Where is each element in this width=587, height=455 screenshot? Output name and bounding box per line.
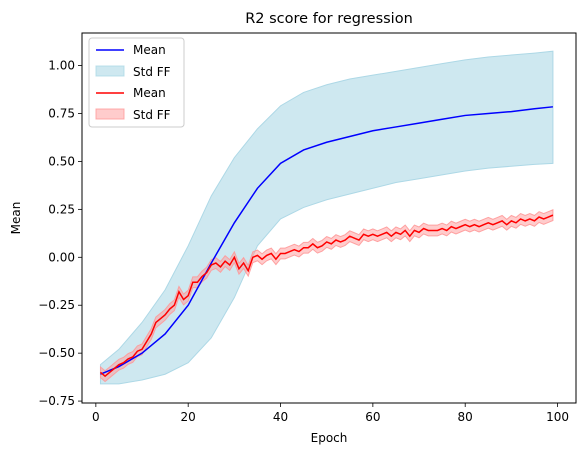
y-tick-label: −0.50 xyxy=(38,346,75,360)
y-tick-label: −0.75 xyxy=(38,394,75,408)
chart-title: R2 score for regression xyxy=(245,11,413,27)
x-axis: 0 20 40 60 80 100 xyxy=(92,403,569,424)
series-red-mean-line xyxy=(99,214,554,378)
legend-label-red-std: Std FF xyxy=(133,108,171,122)
x-tick-label: 100 xyxy=(546,410,569,424)
legend: Mean Std FF Mean Std FF xyxy=(88,37,185,128)
y-tick-label: 1.00 xyxy=(48,59,75,73)
y-tick-label: −0.25 xyxy=(38,298,75,312)
y-axis-title: Mean xyxy=(9,202,23,235)
legend-swatch-blue-band xyxy=(95,65,125,77)
x-axis-title: Epoch xyxy=(311,431,348,445)
plot-area xyxy=(99,50,554,385)
x-tick-label: 40 xyxy=(273,410,288,424)
y-tick-label: 0.50 xyxy=(48,154,75,168)
legend-label-blue-std: Std FF xyxy=(133,65,171,79)
x-tick-label: 0 xyxy=(92,410,100,424)
y-tick-label: 0.75 xyxy=(48,107,75,121)
series-red-std-band xyxy=(99,209,554,383)
legend-label-blue-mean: Mean xyxy=(133,43,166,57)
legend-label-red-mean: Mean xyxy=(133,86,166,100)
x-tick-label: 60 xyxy=(365,410,380,424)
plot-frame xyxy=(81,32,577,404)
x-tick-label: 20 xyxy=(181,410,196,424)
y-tick-label: 0.00 xyxy=(48,250,75,264)
legend-box xyxy=(88,37,185,128)
y-axis: −0.75 −0.50 −0.25 0.00 0.25 0.50 0.75 1.00 xyxy=(38,59,82,408)
series-blue-std-band xyxy=(99,50,554,385)
y-tick-label: 0.25 xyxy=(48,202,75,216)
legend-swatch-red-band xyxy=(95,108,125,120)
series-blue-mean-line xyxy=(100,106,553,375)
x-tick-label: 80 xyxy=(458,410,473,424)
